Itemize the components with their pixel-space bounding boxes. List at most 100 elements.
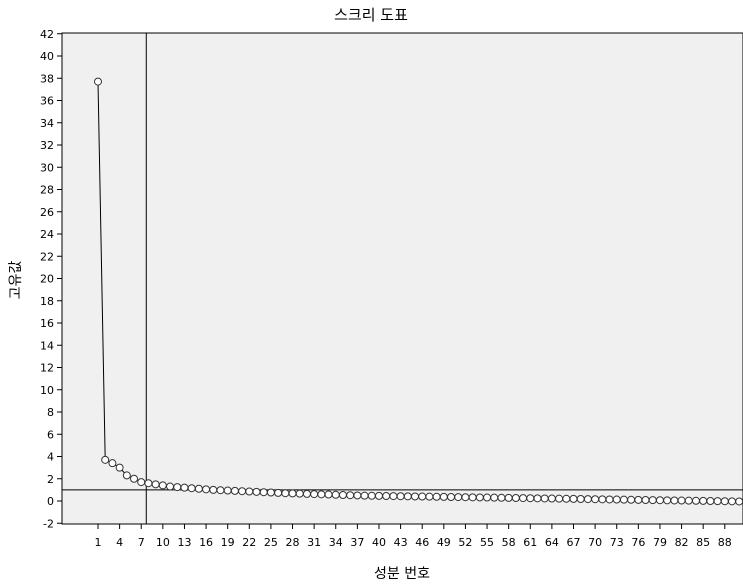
data-point <box>223 486 232 495</box>
data-point <box>259 488 268 497</box>
data-point <box>720 497 729 506</box>
y-tick-label: 14 <box>40 339 54 352</box>
y-axis: -202468101214161820222426283032343638404… <box>40 28 62 530</box>
data-point <box>396 492 405 501</box>
x-tick-label: 55 <box>480 536 494 549</box>
x-tick-label: 49 <box>437 536 451 549</box>
data-point <box>735 497 743 506</box>
data-point <box>418 492 427 501</box>
x-tick-label: 67 <box>567 536 581 549</box>
data-point <box>555 494 564 503</box>
y-tick-label: 8 <box>47 406 54 419</box>
data-point <box>245 487 254 496</box>
data-point <box>504 493 513 502</box>
x-tick-label: 37 <box>350 536 364 549</box>
data-point <box>187 484 196 493</box>
x-tick-label: 34 <box>329 536 343 549</box>
data-point <box>158 481 167 490</box>
y-tick-label: 6 <box>47 428 54 441</box>
x-tick-label: 10 <box>156 536 170 549</box>
data-point <box>612 495 621 504</box>
eigenvalue-markers <box>94 77 743 506</box>
data-point <box>483 493 492 502</box>
x-tick-label: 76 <box>631 536 645 549</box>
data-point <box>115 463 124 472</box>
y-tick-label: -2 <box>43 517 54 530</box>
data-point <box>137 478 146 487</box>
data-point <box>562 494 571 503</box>
data-point <box>540 494 549 503</box>
y-tick-label: 18 <box>40 295 54 308</box>
data-point <box>230 486 239 495</box>
y-tick-label: 2 <box>47 473 54 486</box>
data-point <box>511 493 520 502</box>
data-point <box>144 479 153 488</box>
data-point <box>677 496 686 505</box>
x-tick-label: 22 <box>242 536 256 549</box>
x-tick-label: 7 <box>138 536 145 549</box>
data-point <box>663 496 672 505</box>
data-point <box>353 491 362 500</box>
x-tick-label: 46 <box>415 536 429 549</box>
y-tick-label: 4 <box>47 451 54 464</box>
data-point <box>346 491 355 500</box>
data-point <box>648 496 657 505</box>
y-tick-label: 42 <box>40 28 54 41</box>
data-point <box>425 492 434 501</box>
data-point <box>533 494 542 503</box>
y-tick-label: 12 <box>40 362 54 375</box>
data-point <box>641 495 650 504</box>
data-point <box>238 487 247 496</box>
y-tick-label: 30 <box>40 161 54 174</box>
y-tick-label: 34 <box>40 117 54 130</box>
data-point <box>728 497 736 506</box>
data-point <box>605 495 614 504</box>
data-point <box>583 495 592 504</box>
y-tick-label: 28 <box>40 184 54 197</box>
y-tick-label: 32 <box>40 139 54 152</box>
data-point <box>468 493 477 502</box>
x-tick-label: 64 <box>545 536 559 549</box>
x-tick-label: 31 <box>307 536 321 549</box>
data-point <box>382 491 391 500</box>
x-tick-label: 52 <box>458 536 472 549</box>
chart-title: 스크리 도표 <box>334 6 408 24</box>
data-point <box>713 497 722 506</box>
data-point <box>338 490 347 499</box>
data-point <box>627 495 636 504</box>
data-point <box>202 485 211 494</box>
data-point <box>173 483 182 492</box>
data-point <box>209 485 218 494</box>
y-tick-label: 38 <box>40 72 54 85</box>
x-tick-label: 1 <box>95 536 102 549</box>
data-point <box>317 490 326 499</box>
x-tick-label: 25 <box>264 536 278 549</box>
data-point <box>490 493 499 502</box>
data-point <box>432 492 441 501</box>
data-point <box>302 489 311 498</box>
x-tick-label: 43 <box>394 536 408 549</box>
x-tick-label: 79 <box>653 536 667 549</box>
y-tick-label: 10 <box>40 384 54 397</box>
x-tick-label: 82 <box>675 536 689 549</box>
data-point <box>475 493 484 502</box>
x-axis: 1 4 7 10 13 16 19 22 25 28 31 34 37 40 43 46 49 52 55 58 61 6… <box>95 524 732 549</box>
y-tick-label: 36 <box>40 95 54 108</box>
x-tick-label: 70 <box>588 536 602 549</box>
data-point <box>216 486 225 495</box>
y-tick-label: 20 <box>40 273 54 286</box>
data-point <box>180 483 189 492</box>
x-tick-label: 61 <box>523 536 537 549</box>
data-point <box>130 474 139 483</box>
data-point <box>634 495 643 504</box>
y-tick-label: 26 <box>40 206 54 219</box>
data-point <box>331 490 340 499</box>
data-point <box>461 493 470 502</box>
x-tick-label: 40 <box>372 536 386 549</box>
data-point <box>94 77 102 86</box>
data-point <box>274 488 283 497</box>
data-point <box>454 493 463 502</box>
data-point <box>439 492 448 501</box>
x-tick-label: 4 <box>116 536 123 549</box>
